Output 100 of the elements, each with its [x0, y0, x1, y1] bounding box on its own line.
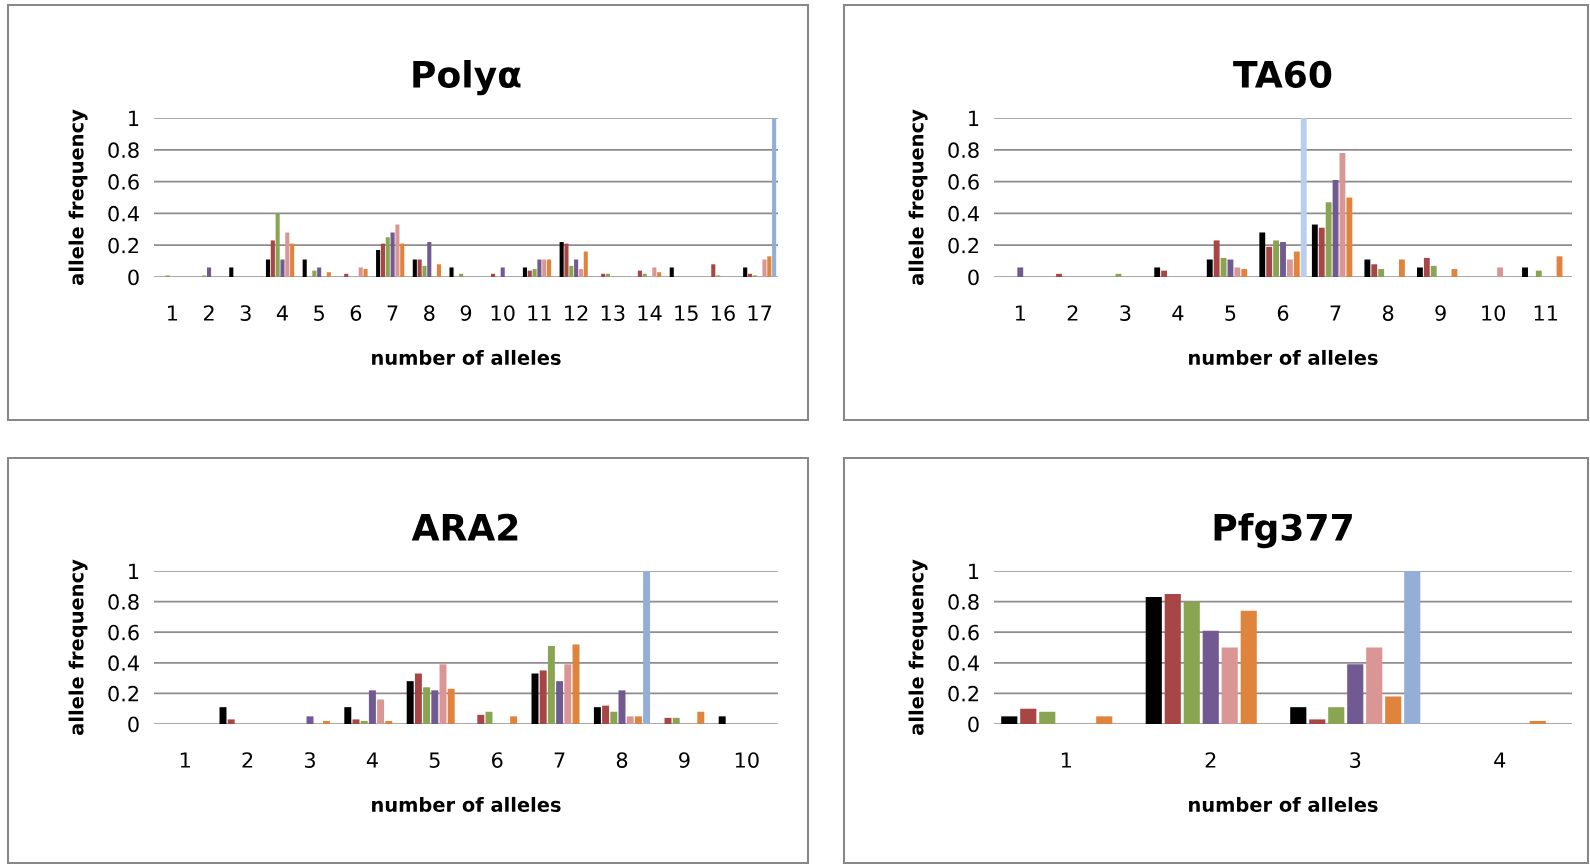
x-axis-title: number of alleles: [1189, 796, 1378, 812]
x-tick-label: 12: [565, 305, 588, 321]
bar: [1213, 240, 1220, 277]
bar: [360, 720, 368, 724]
bar: [363, 269, 368, 277]
bar: [672, 717, 680, 724]
bar: [1423, 257, 1430, 277]
bar: [1497, 267, 1504, 277]
bar: [270, 240, 275, 277]
bar: [417, 259, 422, 277]
x-tick-label: 4: [366, 752, 378, 768]
x-tick-label: 3: [1120, 305, 1131, 321]
y-tick-label: 0.4: [948, 205, 979, 222]
bar: [449, 267, 454, 277]
bar: [229, 267, 234, 277]
bar: [743, 267, 748, 277]
bar: [1164, 593, 1181, 724]
bar: [652, 267, 657, 277]
chart-title: Polyα: [413, 60, 521, 96]
bar: [1318, 227, 1325, 277]
x-tick-label: 17: [748, 305, 772, 321]
bar: [657, 272, 662, 277]
x-tick-label: 2: [1067, 305, 1078, 321]
bar: [322, 720, 330, 724]
bar: [1240, 610, 1257, 724]
bar: [593, 707, 601, 724]
x-tick-label: 6: [492, 752, 503, 768]
y-tick-label: 0: [968, 269, 979, 286]
y-axis-title: allele frequency: [68, 559, 88, 735]
bar: [412, 259, 417, 277]
bar: [1325, 202, 1332, 277]
bar: [447, 688, 455, 724]
x-tick-label: 8: [616, 752, 628, 768]
y-tick-label: 0.6: [108, 624, 139, 641]
x-tick-label: 7: [1330, 305, 1341, 321]
bar: [431, 690, 439, 724]
y-tick-label: 1: [969, 110, 979, 126]
x-tick-label: 3: [1350, 752, 1361, 768]
x-tick-label: 7: [387, 305, 398, 321]
bar: [669, 267, 674, 277]
bar: [352, 719, 360, 724]
bar: [1311, 224, 1318, 277]
bar: [395, 224, 400, 277]
bar: [400, 243, 405, 277]
x-tick-label: 5: [1225, 305, 1236, 321]
y-tick-label: 0.8: [108, 142, 139, 159]
bar: [312, 270, 317, 277]
x-tick-label: 6: [1277, 305, 1289, 321]
bar: [1221, 647, 1238, 724]
bar: [1234, 267, 1241, 277]
bar: [564, 664, 572, 724]
y-tick-label: 0.6: [948, 174, 979, 190]
bar: [547, 259, 552, 277]
x-tick-label: 7: [554, 752, 565, 768]
chart-title: ARA2: [411, 513, 518, 541]
bar: [358, 267, 363, 277]
bar: [1017, 267, 1024, 277]
x-tick-label: 1: [1015, 305, 1025, 321]
x-tick-label: 2: [203, 305, 214, 321]
x-tick-label: 6: [350, 305, 362, 321]
bar: [1161, 270, 1168, 277]
bar: [747, 273, 753, 277]
bar: [380, 243, 385, 277]
y-tick-label: 0.4: [948, 655, 979, 672]
y-tick-label: 1: [129, 110, 139, 126]
bar: [556, 681, 564, 724]
bar: [718, 716, 726, 724]
bar: [1056, 273, 1062, 277]
y-axis-title: allele frequency: [908, 559, 928, 735]
x-tick-label: 11: [528, 305, 551, 321]
y-tick-label: 1: [129, 563, 139, 579]
bar: [626, 716, 634, 724]
bar: [207, 267, 212, 277]
y-axis-title: allele frequency: [908, 109, 928, 285]
x-tick-label: 11: [1534, 305, 1558, 321]
bar: [610, 711, 618, 724]
bar: [1266, 246, 1273, 277]
bar: [634, 716, 642, 724]
bar: [477, 714, 485, 724]
bar: [1346, 197, 1353, 277]
bar: [390, 232, 395, 277]
y-tick-label: 0.4: [108, 655, 139, 672]
x-tick-label: 10: [1482, 305, 1506, 321]
x-tick-label: 16: [711, 305, 735, 321]
chart-title: TA60: [1233, 60, 1332, 88]
bar: [285, 232, 290, 277]
bar: [767, 256, 772, 277]
bar: [385, 237, 390, 277]
bar: [1309, 719, 1326, 724]
bar: [368, 690, 376, 724]
bar: [522, 267, 527, 277]
bar: [280, 259, 285, 277]
bar: [542, 259, 547, 277]
bar: [527, 270, 532, 277]
bar: [414, 673, 422, 724]
bar: [306, 716, 314, 724]
bar: [1529, 720, 1546, 724]
bar: [265, 259, 271, 277]
x-tick-label: 1: [1061, 752, 1071, 768]
bar: [1430, 265, 1437, 277]
